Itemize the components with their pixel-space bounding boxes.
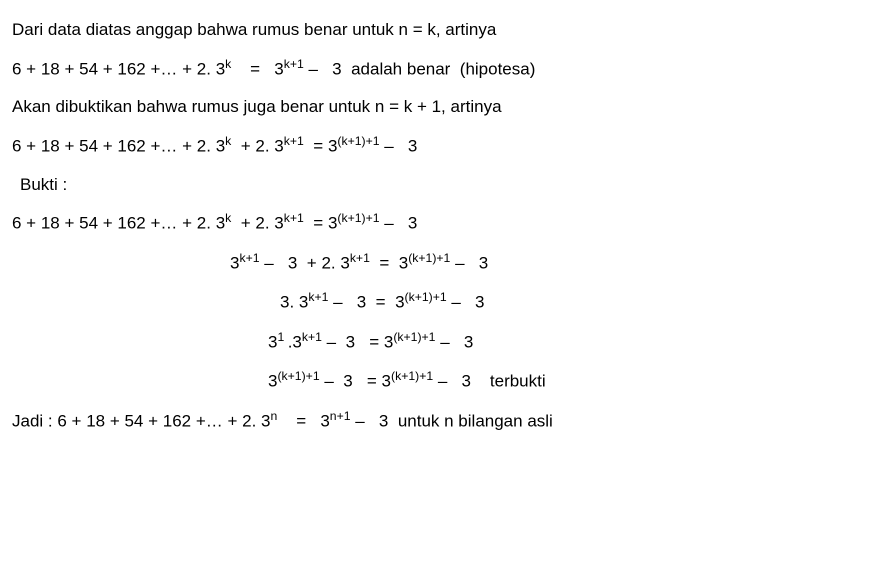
lhs: 6 + 18 + 54 + 162 +… + [12, 137, 197, 156]
proof-step-4: 31 .3k+1 – 3 = 3(k+1)+1 – 3 [12, 329, 869, 354]
eq: = [277, 411, 320, 430]
exponent: k+1 [284, 134, 304, 148]
plus: + [231, 137, 255, 156]
text-assume: Dari data diatas anggap bahwa rumus bena… [12, 18, 869, 42]
label: adalah benar (hipotesa) [342, 59, 536, 78]
text: Akan dibuktikan bahwa rumus juga benar u… [12, 97, 502, 116]
dot: .3 [288, 332, 302, 351]
exponent: k [225, 134, 231, 148]
pre: Jadi : [12, 411, 57, 430]
rhs-tail: – 3 [304, 59, 342, 78]
mid: – 3 = [322, 332, 384, 351]
hypothesis-equation: 6 + 18 + 54 + 162 +… + 2. 3k = 3k+1 – 3 … [12, 56, 869, 81]
term1: 3. 3 [280, 293, 308, 312]
lhs: 6 + 18 + 54 + 162 +… + [12, 59, 197, 78]
exponent: (k+1)+1 [337, 211, 379, 225]
exponent: n+1 [330, 409, 351, 423]
exponent: k+1 [350, 251, 370, 265]
exponent: k+1 [302, 330, 322, 344]
term1: 2. 3 [197, 214, 225, 233]
rhs-base: 3 [270, 59, 284, 78]
exponent: k [225, 211, 231, 225]
rhs-tail: – 3 [380, 137, 418, 156]
rhs-tail: – 3 [450, 253, 488, 272]
term2: 2. 3 [255, 137, 283, 156]
eq: = [304, 214, 328, 233]
exponent: k+1 [239, 251, 259, 265]
exponent: (k+1)+1 [393, 330, 435, 344]
proof-step-1: 6 + 18 + 54 + 162 +… + 2. 3k + 2. 3k+1 =… [12, 210, 869, 235]
lhs: 6 + 18 + 54 + 162 +… + [57, 411, 242, 430]
exponent: n [271, 409, 278, 423]
exponent: (k+1)+1 [405, 290, 447, 304]
eq: = [370, 253, 399, 272]
exponent: (k+1)+1 [277, 369, 319, 383]
proof-label: Bukti : [12, 173, 869, 197]
term1: 2. 3 [197, 137, 225, 156]
exponent: k+1 [308, 290, 328, 304]
target-equation: 6 + 18 + 54 + 162 +… + 2. 3k + 2. 3k+1 =… [12, 133, 869, 158]
rhs-tail: – 3 [351, 411, 389, 430]
lhs: 6 + 18 + 54 + 162 +… + [12, 214, 197, 233]
eq: = [304, 137, 328, 156]
mid: – 3 = [328, 293, 395, 312]
tail: untuk n bilangan asli [388, 411, 552, 430]
rhs-base: 3 [382, 372, 391, 391]
proof-step-3: 3. 3k+1 – 3 = 3(k+1)+1 – 3 [12, 289, 869, 314]
label: terbukti [471, 372, 546, 391]
exponent: (k+1)+1 [408, 251, 450, 265]
conclusion: Jadi : 6 + 18 + 54 + 162 +… + 2. 3n = 3n… [12, 408, 869, 433]
text: Bukti : [20, 175, 67, 194]
term1: 2. 3 [242, 411, 270, 430]
rhs-base: 3 [384, 332, 393, 351]
term2: 2. 3 [255, 214, 283, 233]
rhs-tail: – 3 [433, 372, 471, 391]
rhs-tail: – 3 [436, 332, 474, 351]
rhs-base: 3 [399, 253, 408, 272]
mid: – 3 = [320, 372, 382, 391]
term: 2. 3 [197, 59, 225, 78]
proof-step-2: 3k+1 – 3 + 2. 3k+1 = 3(k+1)+1 – 3 [12, 250, 869, 275]
exponent: 1 [277, 330, 287, 344]
eq: = [231, 59, 269, 78]
rhs-tail: – 3 [380, 214, 418, 233]
mid: – 3 + [260, 253, 322, 272]
exponent: (k+1)+1 [337, 134, 379, 148]
exponent: k+1 [284, 211, 304, 225]
proof-step-5: 3(k+1)+1 – 3 = 3(k+1)+1 – 3 terbukti [12, 368, 869, 393]
rhs-base: 3 [328, 137, 337, 156]
rhs-base: 3 [328, 214, 337, 233]
text-prove: Akan dibuktikan bahwa rumus juga benar u… [12, 95, 869, 119]
rhs-tail: – 3 [447, 293, 485, 312]
plus: + [231, 214, 255, 233]
text: Dari data diatas anggap bahwa rumus bena… [12, 20, 496, 39]
rhs-base: 3 [320, 411, 329, 430]
exponent: k [225, 57, 231, 71]
exponent: (k+1)+1 [391, 369, 433, 383]
exponent: k+1 [284, 57, 304, 71]
rhs-base: 3 [395, 293, 404, 312]
term2: 2. 3 [321, 253, 349, 272]
